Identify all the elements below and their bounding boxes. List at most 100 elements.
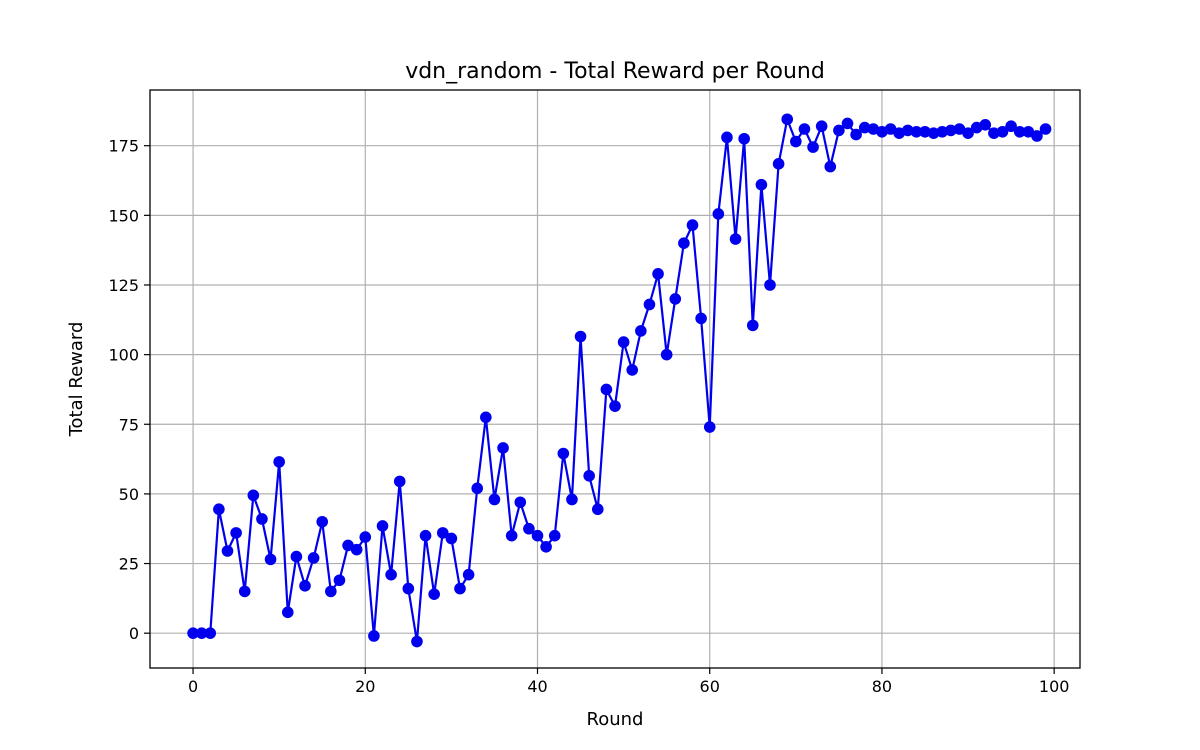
data-point: [1022, 125, 1035, 138]
data-point: [781, 113, 794, 126]
data-point: [359, 531, 372, 543]
data-point: [290, 550, 303, 563]
data-point: [230, 527, 242, 539]
data-point: [393, 475, 406, 488]
data-point: [660, 348, 673, 361]
data-point: [729, 233, 742, 245]
data-point: [643, 298, 656, 311]
data-point: [574, 330, 587, 343]
data-point: [505, 529, 518, 542]
data-point: [480, 411, 492, 424]
data-point: [953, 123, 966, 135]
data-point: [712, 208, 725, 220]
chart-title: vdn_random - Total Reward per Round: [405, 59, 825, 84]
data-point: [540, 541, 552, 553]
data-point: [325, 585, 337, 598]
data-point: [273, 456, 285, 468]
y-tick-label: 75: [119, 415, 139, 434]
plot-frame: [149, 89, 1081, 669]
data-point: [342, 539, 354, 552]
data-point: [471, 482, 484, 495]
data-point: [213, 503, 225, 516]
series-reward: [187, 113, 1052, 648]
data-point: [385, 568, 397, 581]
data-point: [798, 123, 811, 135]
data-point: [936, 125, 949, 138]
data-point: [548, 529, 561, 542]
y-tick-label: 50: [119, 485, 139, 504]
data-point: [609, 400, 621, 412]
data-point: [376, 520, 389, 532]
y-axis-label: Total Reward: [66, 322, 87, 438]
data-point: [557, 447, 570, 460]
data-point: [256, 513, 268, 525]
data-point: [996, 125, 1009, 138]
data-point: [738, 132, 750, 145]
data-point: [695, 312, 707, 325]
data-point: [841, 117, 854, 130]
data-point: [454, 582, 466, 595]
data-point: [195, 627, 208, 639]
data-point: [488, 493, 501, 506]
data-point: [333, 574, 346, 587]
data-point: [824, 160, 837, 173]
data-point: [591, 503, 604, 516]
data-point: [1005, 120, 1017, 133]
data-point: [927, 127, 940, 139]
data-point: [428, 588, 440, 600]
data-point: [204, 627, 217, 639]
data-point: [945, 124, 957, 137]
data-point: [566, 493, 578, 506]
axis-ticks: 0 20 40 60 80 100 0 25 50 75 100 125 150 175: [108, 137, 1069, 696]
data-point: [833, 124, 845, 137]
data-point: [1039, 123, 1052, 135]
data-point: [531, 529, 544, 542]
data-point: [678, 237, 690, 250]
data-point: [790, 135, 802, 148]
data-point: [221, 545, 234, 557]
data-point: [583, 469, 595, 482]
x-axis-label: Round: [587, 709, 644, 730]
data-point: [910, 125, 923, 138]
x-tick-label: 20: [355, 677, 375, 696]
x-tick-label: 100: [1039, 677, 1070, 696]
x-tick-label: 80: [872, 677, 892, 696]
data-point: [884, 123, 897, 135]
grid-lines: [150, 90, 1080, 668]
data-point: [721, 131, 733, 144]
y-tick-label: 0: [129, 624, 139, 643]
data-point: [238, 585, 251, 598]
data-point: [497, 442, 509, 454]
data-point: [858, 121, 871, 134]
data-point: [901, 124, 914, 137]
data-point: [411, 635, 423, 648]
data-point: [350, 543, 363, 556]
data-point: [307, 552, 320, 564]
data-point: [299, 580, 311, 592]
data-point: [755, 178, 768, 191]
y-tick-label: 100: [108, 346, 139, 365]
data-point: [368, 630, 380, 642]
y-tick-label: 175: [108, 137, 139, 156]
y-tick-label: 150: [108, 206, 139, 225]
x-tick-label: 0: [188, 677, 198, 696]
data-point: [746, 319, 759, 332]
data-point: [264, 553, 277, 566]
data-point: [635, 325, 647, 337]
data-point: [669, 293, 682, 305]
data-point: [187, 627, 199, 639]
data-point: [703, 421, 716, 433]
data-point: [962, 127, 974, 139]
data-point: [436, 527, 449, 539]
data-point: [850, 128, 862, 141]
data-point: [626, 364, 639, 376]
data-point: [281, 606, 294, 619]
data-point: [815, 120, 828, 133]
data-point: [979, 119, 992, 131]
data-point: [617, 336, 630, 348]
data-point: [686, 219, 699, 231]
data-point: [1031, 130, 1043, 142]
data-point: [402, 582, 415, 595]
data-point: [772, 158, 785, 170]
